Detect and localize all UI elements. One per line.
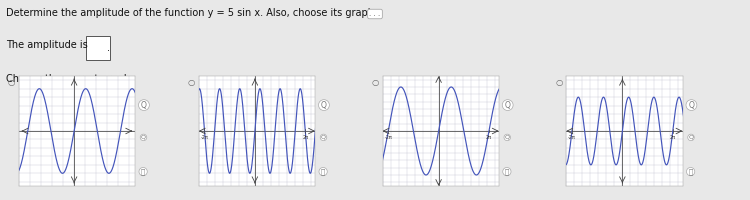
Text: ○: ○ — [371, 78, 379, 87]
Text: 2π: 2π — [670, 135, 676, 140]
Text: Q: Q — [505, 135, 510, 140]
Text: Choose the correct graph.: Choose the correct graph. — [6, 74, 134, 84]
Text: The amplitude is: The amplitude is — [6, 40, 88, 50]
Text: -2π: -2π — [568, 135, 576, 140]
Text: 2π: 2π — [302, 135, 308, 140]
Text: B.: B. — [204, 77, 214, 87]
Text: Q: Q — [505, 101, 511, 110]
Text: 2π: 2π — [486, 135, 492, 140]
Text: Q: Q — [688, 135, 694, 140]
Text: Q: Q — [688, 101, 694, 110]
Text: -2π: -2π — [200, 135, 208, 140]
Text: Determine the amplitude of the function y = 5 sin x. Also, choose its graph.: Determine the amplitude of the function … — [6, 8, 377, 18]
Text: .: . — [107, 43, 110, 53]
Text: Q: Q — [141, 101, 147, 110]
Text: ⧉: ⧉ — [505, 168, 509, 175]
FancyBboxPatch shape — [86, 36, 110, 60]
Text: ○: ○ — [8, 78, 15, 87]
Text: -2π: -2π — [384, 135, 392, 140]
Text: Q: Q — [141, 135, 146, 140]
Text: C.: C. — [388, 77, 398, 87]
Text: ○: ○ — [188, 78, 195, 87]
Text: . . .: . . . — [369, 11, 380, 17]
Text: ⧉: ⧉ — [688, 168, 693, 175]
Text: Q: Q — [321, 101, 327, 110]
Text: Q: Q — [321, 135, 326, 140]
Text: ⧉: ⧉ — [321, 168, 326, 175]
Text: ⧉: ⧉ — [141, 168, 146, 175]
Text: D.: D. — [572, 77, 582, 87]
Text: ○: ○ — [555, 78, 562, 87]
Text: A.: A. — [24, 77, 34, 87]
